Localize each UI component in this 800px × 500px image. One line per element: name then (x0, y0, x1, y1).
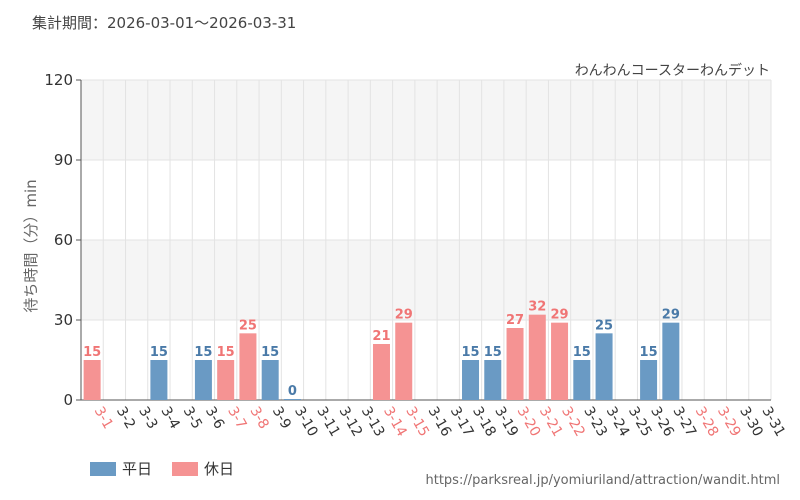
legend-item-holiday: 休日 (172, 458, 234, 479)
legend-label-holiday: 休日 (204, 460, 235, 478)
y-tick-label: 30 (54, 311, 73, 329)
y-tick-label: 90 (54, 151, 73, 169)
value-label-3-7: 15 (217, 345, 235, 360)
value-label-3-21: 32 (528, 300, 546, 315)
attraction-name: わんわんコースターわんデット (574, 63, 770, 79)
bar-3-4 (150, 360, 168, 400)
bar-3-24 (595, 333, 613, 400)
bar-3-19 (484, 360, 502, 400)
y-tick-label: 120 (44, 71, 73, 89)
legend-item-weekday: 平日 (90, 458, 152, 479)
x-tick-label-3-5: 3-5 (180, 404, 205, 432)
plot-band (81, 80, 771, 160)
x-tick-label-3-6: 3-6 (202, 404, 227, 432)
x-tick-label-3-9: 3-9 (269, 404, 294, 432)
x-tick-label-3-1: 3-1 (91, 404, 116, 432)
value-label-3-18: 15 (461, 345, 479, 360)
bar-3-27 (662, 322, 680, 400)
bar-3-1 (83, 360, 101, 400)
value-label-3-20: 27 (506, 313, 524, 328)
x-tick-label-3-4: 3-4 (157, 404, 182, 432)
value-label-3-27: 29 (662, 308, 680, 323)
x-tick-label-3-31: 3-31 (758, 404, 788, 440)
bar-3-14 (372, 344, 390, 400)
value-label-3-6: 15 (194, 345, 212, 360)
x-tick-label-3-8: 3-8 (246, 404, 271, 432)
x-tick-label-3-3: 3-3 (135, 404, 160, 432)
value-label-3-22: 29 (551, 308, 569, 323)
legend-label-weekday: 平日 (122, 460, 153, 478)
value-label-3-26: 15 (640, 345, 658, 360)
legend-swatch-weekday (90, 461, 116, 476)
bar-3-26 (640, 360, 658, 400)
bar-3-8 (239, 333, 257, 400)
legend-swatch-holiday (172, 461, 199, 476)
plot-band (81, 160, 771, 240)
plot-band (81, 240, 771, 320)
value-label-3-19: 15 (484, 345, 502, 360)
value-label-3-8: 25 (239, 318, 257, 333)
value-label-3-24: 25 (595, 318, 613, 333)
value-label-3-10: 0 (288, 384, 297, 399)
value-label-3-4: 15 (150, 345, 168, 360)
value-label-3-14: 21 (372, 329, 390, 344)
x-tick-label-3-2: 3-2 (113, 404, 138, 432)
value-label-3-23: 15 (573, 345, 591, 360)
value-label-3-1: 15 (83, 345, 101, 360)
bar-3-20 (506, 328, 524, 400)
bar-3-15 (395, 322, 413, 400)
bar-3-9 (261, 360, 279, 400)
bar-3-18 (462, 360, 480, 400)
period-label: 集計期間：2026-03-01～2026-03-31 (32, 14, 297, 32)
bar-3-10 (283, 399, 301, 400)
bar-3-22 (551, 322, 569, 400)
y-tick-label: 60 (54, 231, 73, 249)
bar-3-21 (528, 314, 546, 400)
x-tick-label-3-7: 3-7 (224, 404, 249, 432)
value-label-3-15: 29 (395, 308, 413, 323)
bar-3-6 (194, 360, 212, 400)
bar-3-23 (573, 360, 591, 400)
source-url: https://parksreal.jp/yomiuriland/attract… (425, 473, 781, 488)
value-label-3-9: 15 (261, 345, 279, 360)
chart-legend: 平日 休日 (90, 458, 234, 479)
y-axis-label: 待ち時間（分）min (22, 179, 40, 312)
bar-3-7 (217, 360, 235, 400)
y-tick-label: 0 (63, 391, 73, 409)
